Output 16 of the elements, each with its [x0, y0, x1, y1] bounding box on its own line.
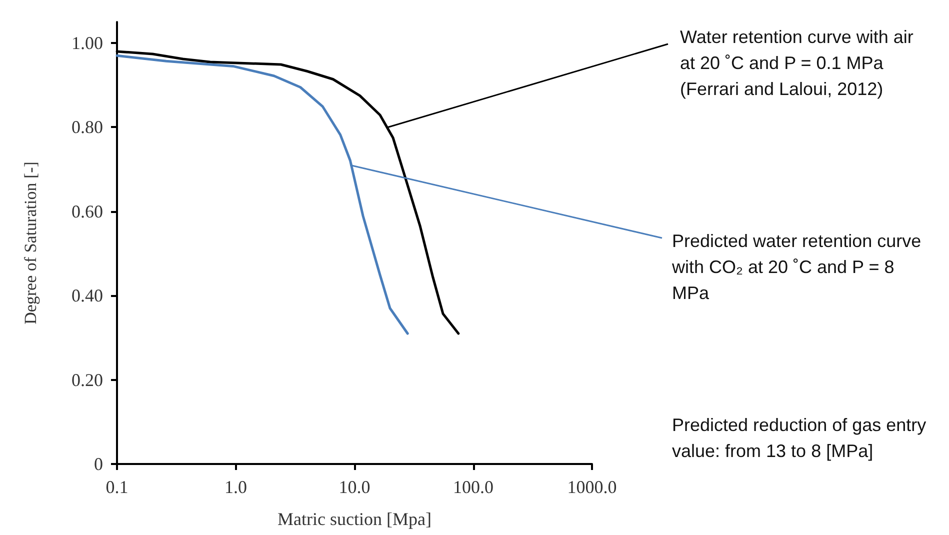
y-tick-label: 1.00 [72, 33, 103, 54]
y-axis-title: Degree of Saturation [-] [21, 162, 40, 324]
y-tick-label: 0.20 [72, 370, 103, 390]
x-tick-label: 100.0 [453, 477, 494, 497]
x-tick-label: 0.1 [106, 477, 128, 497]
annotation: Water retention curve with air at 20 ˚C and P = 0.1 MPa (Ferrari and Laloui, 2012) [680, 26, 914, 101]
y-tick-label: 0 [94, 454, 103, 474]
x-tick-label: 1000.0 [567, 477, 617, 497]
x-tick-label: 10.0 [338, 477, 370, 497]
text: Predicted reduction of gas entry value: from 13 to 8 [MPa] [672, 414, 928, 463]
x-axis-title: Matric suction [Mpa] [278, 509, 432, 529]
y-tick-label: 0.60 [72, 201, 103, 222]
annotation: Predicted water retention curve with CO₂ at 20 ˚C and P = 8 MPa [672, 230, 922, 305]
y-tick-label: 0.40 [72, 286, 103, 306]
y-tick-label: 0.80 [72, 117, 103, 138]
x-tick-label: 1.0 [224, 477, 247, 497]
